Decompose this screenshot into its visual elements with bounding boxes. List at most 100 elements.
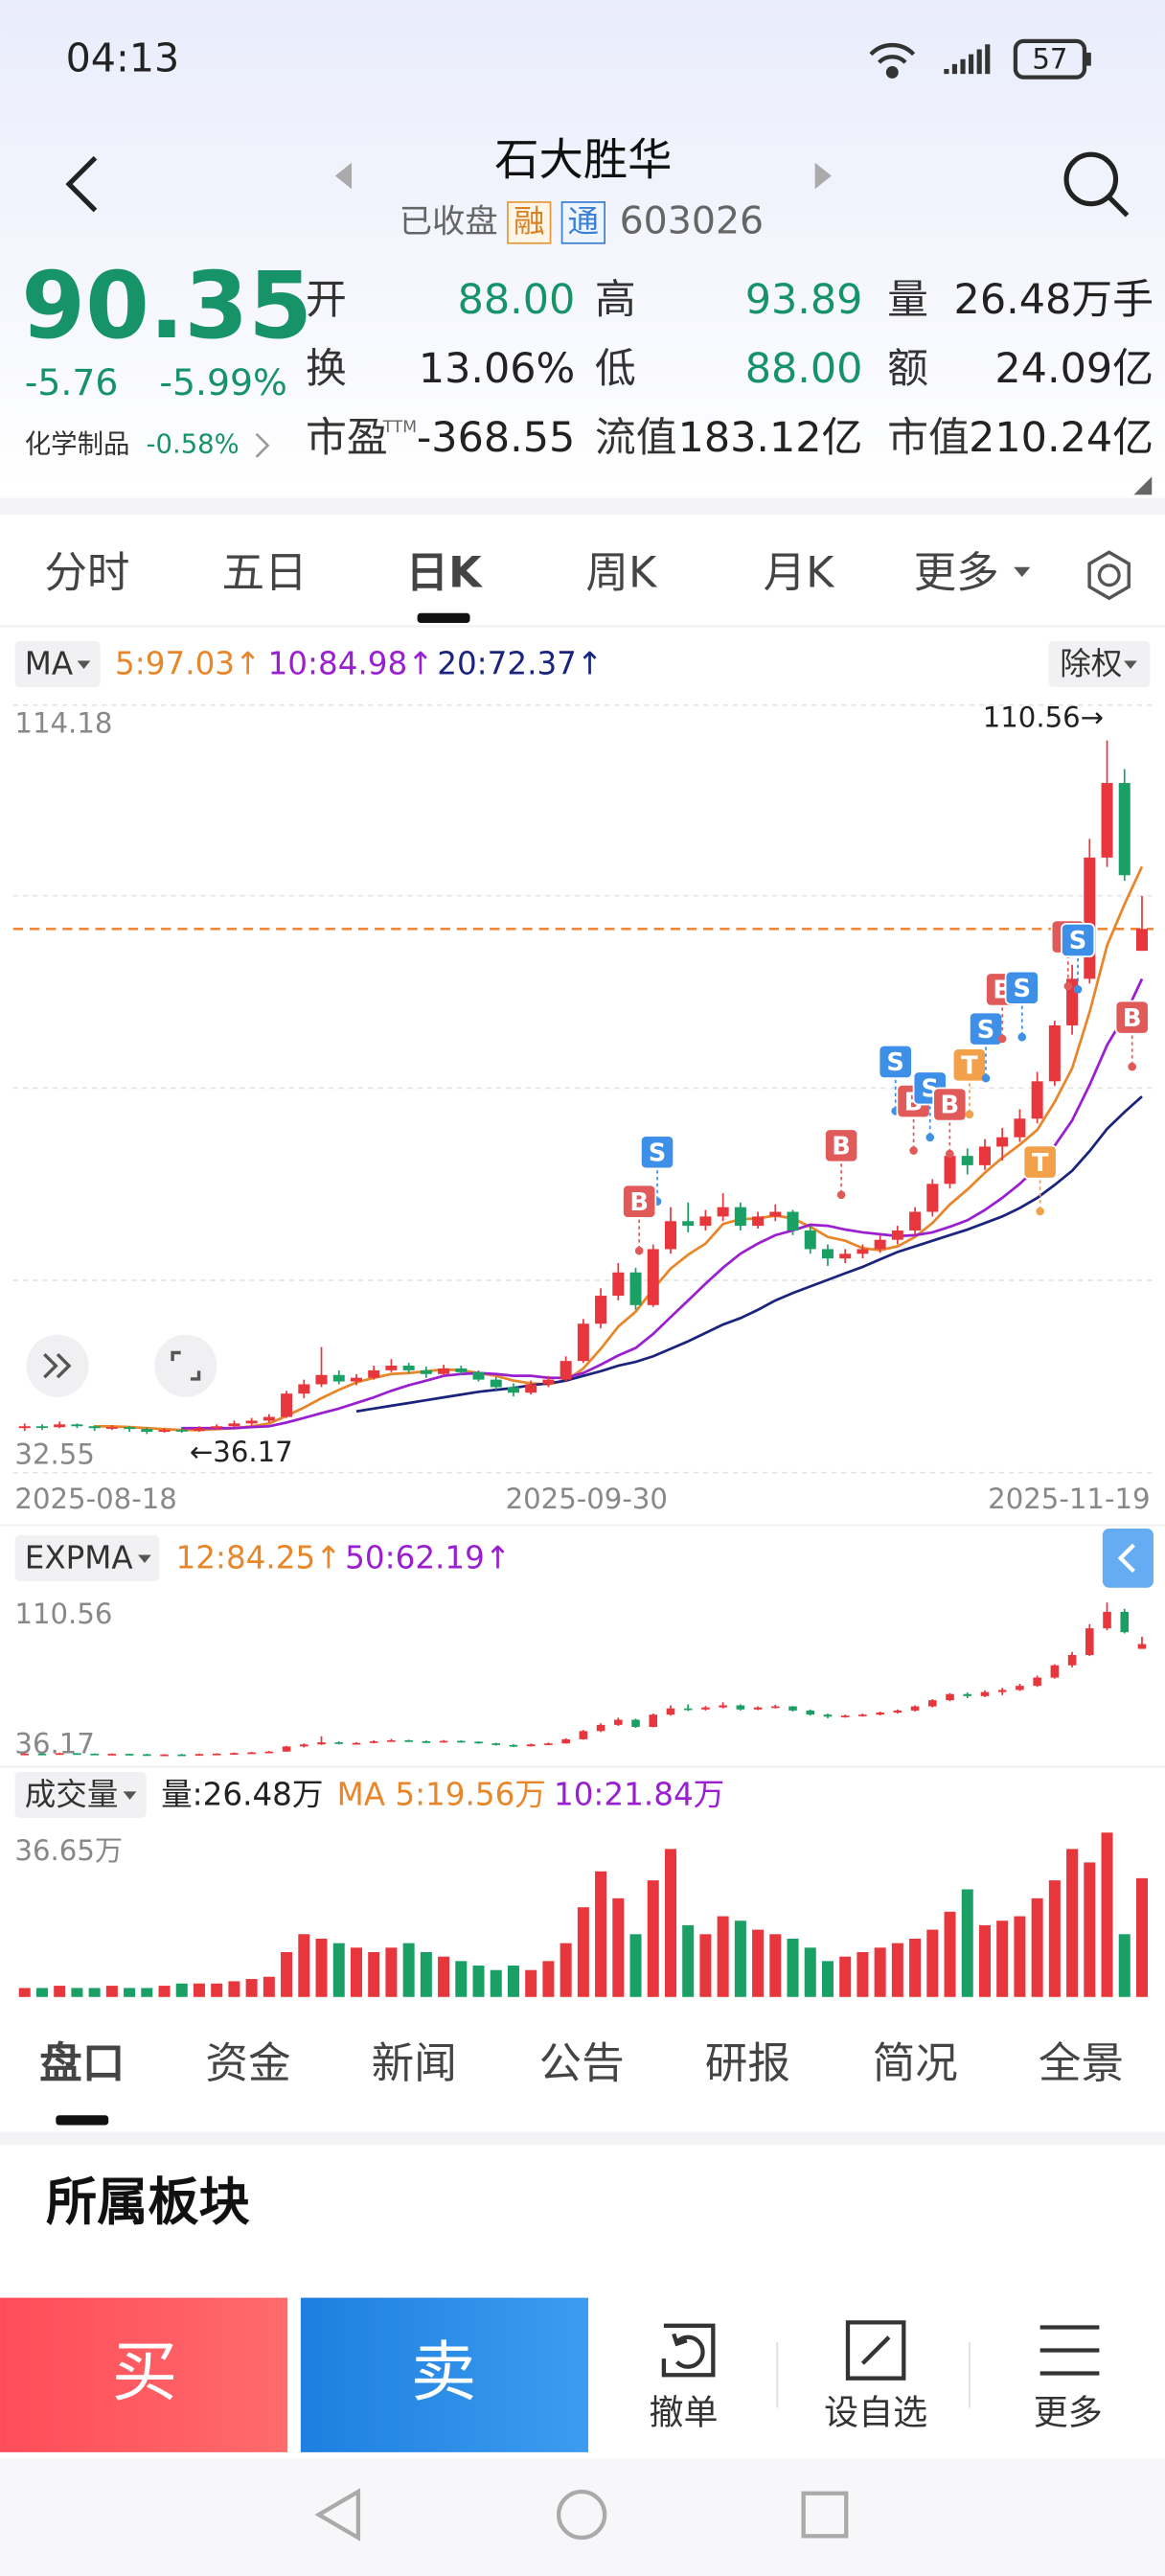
tag-box: [507, 201, 552, 244]
stat-label: 额: [887, 345, 928, 393]
tool-label[interactable]: 设自选: [824, 2393, 927, 2432]
indicator-button[interactable]: [14, 1771, 147, 1818]
side-tab[interactable]: [1102, 1528, 1154, 1588]
settings-button[interactable]: [1087, 550, 1131, 601]
candle-body: [769, 1211, 782, 1217]
next-stock[interactable]: [814, 162, 832, 190]
candle-body: [928, 1700, 937, 1707]
candle-body: [263, 1416, 275, 1421]
sell-label[interactable]: 卖: [411, 2334, 477, 2411]
candle-body: [874, 1239, 886, 1250]
bottom-tab[interactable]: 新闻: [372, 2038, 457, 2088]
buy-label[interactable]: 买: [112, 2334, 178, 2411]
period-tab[interactable]: 五日: [222, 547, 308, 597]
marker-label: T: [961, 1052, 978, 1081]
volume-bar: [595, 1871, 607, 1997]
nav-recent[interactable]: [801, 2491, 849, 2539]
bottom-tab[interactable]: 盘口: [39, 2038, 125, 2088]
indicator-name[interactable]: EXPMA: [25, 1540, 134, 1576]
tool-label[interactable]: 撤单: [649, 2393, 718, 2432]
candle-body: [37, 1753, 47, 1756]
volume-bar: [821, 1961, 834, 1997]
side-tab-chevron[interactable]: [1117, 1543, 1135, 1574]
candle-body: [472, 1371, 485, 1380]
volume-bar: [211, 1983, 223, 1997]
marker-dot: [1036, 1207, 1044, 1216]
volume-bar: [298, 1934, 310, 1997]
stat-label: 开: [306, 276, 347, 324]
expand-button[interactable]: [26, 1334, 89, 1397]
zoom-button[interactable]: [154, 1334, 217, 1397]
period-tab[interactable]: 周K: [585, 547, 658, 597]
volume-bar: [996, 1920, 1009, 1997]
marker-badge: [1022, 1144, 1058, 1180]
search-button[interactable]: [1063, 151, 1130, 218]
sector-chevron[interactable]: [255, 432, 270, 458]
bottom-tab[interactable]: 全景: [1039, 2038, 1124, 2088]
indicator-button[interactable]: [14, 1534, 160, 1581]
volume-bar: [228, 1981, 240, 1997]
tool-label[interactable]: 更多: [1034, 2393, 1103, 2432]
candle-body: [177, 1754, 187, 1757]
volume-bar: [158, 1986, 171, 1997]
stock-code: 603026: [620, 199, 765, 243]
period-tab[interactable]: 月K: [764, 547, 836, 597]
nav-home[interactable]: [556, 2489, 607, 2541]
section-title: 所属板块: [46, 2173, 250, 2232]
bottom-tab[interactable]: 研报: [705, 2038, 790, 2088]
volume-bar: [54, 1986, 66, 1997]
legend-entry: 10:21.84万: [554, 1777, 724, 1813]
candle-body: [73, 1753, 81, 1756]
volume-bar: [560, 1943, 572, 1997]
buy-button[interactable]: [0, 2297, 288, 2452]
prev-stock[interactable]: [334, 162, 353, 190]
volume-bar: [577, 1907, 589, 1997]
active-tab-indicator: [417, 612, 470, 624]
nav-back[interactable]: [314, 2488, 361, 2542]
indicator-name[interactable]: 成交量: [25, 1777, 119, 1813]
indicator-button[interactable]: [14, 640, 101, 687]
adjust-label[interactable]: 除权: [1060, 646, 1122, 682]
candle-body: [821, 1249, 834, 1259]
sector-name[interactable]: 化学制品: [25, 429, 130, 459]
stat-value: 26.48万手: [954, 276, 1154, 324]
candle-body: [175, 1430, 188, 1432]
volume-bar: [891, 1943, 903, 1997]
candle-body: [544, 1743, 553, 1745]
volume-bar: [105, 1986, 118, 1997]
legend-entry: 量:26.48万: [161, 1777, 323, 1813]
sector-change[interactable]: -0.58%: [147, 429, 240, 459]
stat-value: 210.24亿: [969, 414, 1154, 462]
marker-dot: [836, 1190, 846, 1200]
candle-body: [298, 1384, 310, 1394]
bottom-tab[interactable]: 公告: [539, 2038, 625, 2088]
marker-dot: [1017, 1032, 1027, 1042]
legend-entry: 5:97.03↑: [115, 646, 261, 682]
candle-body: [317, 1742, 326, 1745]
more-caret: [1014, 566, 1031, 577]
period-tabs: 分时 五日 日K 周K 月K 更多: [44, 547, 998, 597]
stat-label-sup: TTM: [382, 418, 417, 437]
marker-badge: [1061, 923, 1096, 958]
candle-body: [701, 1707, 710, 1710]
candle-body: [332, 1374, 345, 1382]
indicator-name[interactable]: MA: [25, 646, 74, 682]
candle-body: [385, 1366, 398, 1370]
marker-dot: [946, 1149, 954, 1159]
candle-body: [194, 1754, 204, 1757]
sell-button[interactable]: [300, 2297, 589, 2452]
period-tab[interactable]: 分时: [44, 547, 129, 597]
candle-body: [90, 1753, 99, 1756]
adjust-button[interactable]: [1048, 640, 1151, 687]
bottom-tab[interactable]: 简况: [873, 2038, 958, 2088]
period-tab[interactable]: 日K: [406, 547, 484, 597]
period-tab[interactable]: 更多: [914, 547, 999, 597]
volume-chart: 量:26.48万 MA 5:19.56万 10:21.84万 36.65万: [14, 1777, 1148, 1997]
back-button[interactable]: [65, 155, 98, 213]
high-label: 110.56→: [983, 701, 1104, 733]
volume-bar: [978, 1924, 991, 1997]
marker-badge: [951, 1047, 987, 1083]
bottom-tab[interactable]: 资金: [205, 2038, 290, 2088]
candle-body: [402, 1366, 415, 1370]
divider: [0, 497, 1165, 515]
